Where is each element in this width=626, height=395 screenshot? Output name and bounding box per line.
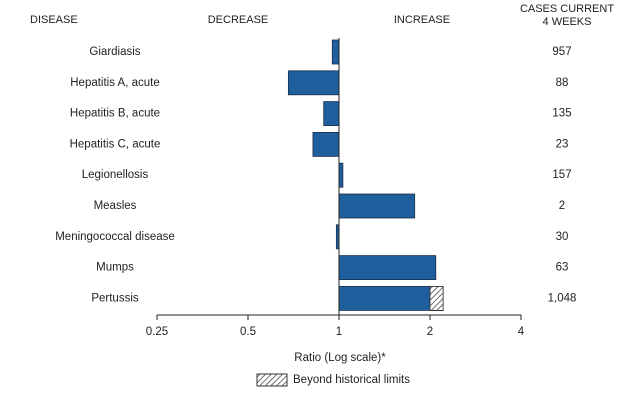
category-label: Hepatitis C, acute	[70, 138, 161, 150]
category-label: Legionellosis	[82, 169, 149, 181]
x-tick-label: 0.5	[240, 326, 256, 338]
bar	[338, 162, 344, 188]
header-decrease: DECREASE	[208, 14, 269, 26]
cases-label: 157	[552, 169, 571, 181]
category-label: Hepatitis A, acute	[70, 77, 160, 89]
x-tick-label: 4	[518, 326, 525, 338]
cases-label: 88	[556, 77, 569, 89]
x-tick-label: 2	[427, 326, 433, 338]
bar	[323, 101, 340, 126]
cases-label: 63	[556, 262, 569, 274]
category-label: Pertussis	[91, 292, 139, 304]
legend-swatch	[256, 373, 288, 387]
x-tick-label: 1	[336, 326, 342, 338]
header-increase: INCREASE	[394, 14, 450, 26]
bar	[287, 70, 340, 96]
category-label: Measles	[94, 200, 137, 212]
bar	[331, 39, 340, 65]
category-label: Mumps	[96, 262, 134, 274]
category-label: Giardiasis	[89, 46, 140, 58]
bar	[312, 131, 340, 157]
x-tick-label: 0.25	[146, 326, 168, 338]
bar	[338, 255, 437, 281]
header-disease: DISEASE	[30, 14, 78, 26]
category-label: Hepatitis B, acute	[70, 108, 160, 120]
beyond-limits	[429, 285, 444, 311]
cases-label: 1,048	[548, 292, 577, 304]
cases-label: 30	[556, 231, 569, 243]
bar	[338, 285, 444, 311]
cases-label: 135	[552, 108, 571, 120]
cases-label: 23	[556, 138, 569, 150]
bar	[338, 193, 416, 219]
legend-label: Beyond historical limits	[293, 374, 410, 386]
x-axis-label: Ratio (Log scale)*	[294, 352, 386, 364]
header-cases: CASES CURRENT	[520, 3, 614, 15]
header-cases: 4 WEEKS	[543, 16, 592, 28]
cases-label: 2	[559, 200, 565, 212]
category-label: Meningococcal disease	[55, 231, 175, 243]
cases-label: 957	[552, 46, 571, 58]
